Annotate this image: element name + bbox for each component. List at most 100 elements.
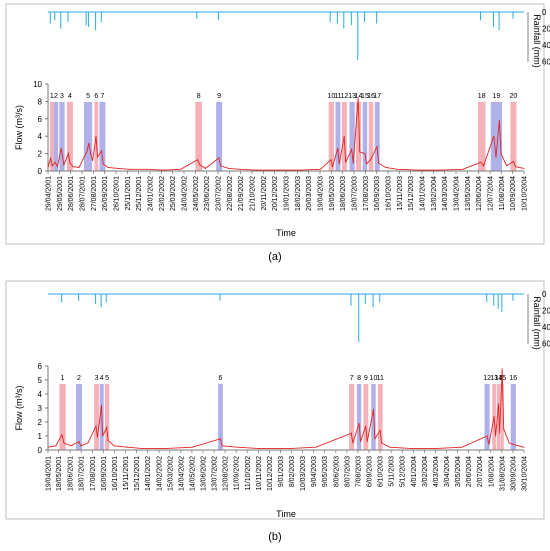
event-label: 4 bbox=[68, 93, 72, 100]
panel-frame bbox=[5, 280, 545, 520]
panel-label: (a) bbox=[268, 251, 281, 263]
event-label: 20 bbox=[510, 93, 518, 100]
flow-point bbox=[381, 442, 383, 444]
flow-point bbox=[359, 151, 361, 153]
flow-point bbox=[288, 448, 290, 450]
flow-point bbox=[488, 443, 490, 445]
flow-point bbox=[499, 432, 501, 434]
flow-point bbox=[54, 161, 56, 163]
time-x-tick-label: 20/03/2003 bbox=[306, 176, 313, 211]
flow-series-line bbox=[47, 368, 525, 450]
flow-point bbox=[523, 167, 525, 169]
event-label: 3 bbox=[95, 375, 99, 382]
event-label: 7 bbox=[350, 375, 354, 382]
event-band bbox=[49, 102, 54, 171]
event-label: 14 bbox=[355, 93, 363, 100]
flow-point bbox=[480, 161, 482, 163]
event-band bbox=[356, 384, 362, 450]
time-x-tick-label: 10/03/2003 bbox=[300, 456, 307, 491]
time-x-tick-label: 9/01/2003 bbox=[278, 456, 285, 487]
flow-point bbox=[220, 165, 222, 167]
flow-point bbox=[101, 404, 103, 406]
rainfall-tick-label: 40 bbox=[542, 41, 550, 50]
flow-point bbox=[357, 97, 359, 99]
event-band bbox=[349, 384, 355, 450]
time-x-tick-label: 29/04/2001 bbox=[46, 176, 53, 211]
event-band bbox=[496, 384, 501, 450]
rainfall-tick-label: 0 bbox=[542, 8, 547, 17]
panel-label: (b) bbox=[268, 531, 281, 543]
flow-point bbox=[315, 446, 317, 448]
time-x-tick-label: 11/08/2004 bbox=[499, 176, 506, 211]
time-x-tick-label: 13/06/2002 bbox=[200, 456, 207, 491]
flow-point bbox=[70, 445, 72, 447]
flow-point bbox=[374, 438, 376, 440]
time-x-tick-label: 23/07/2002 bbox=[216, 176, 223, 211]
time-x-tick-label: 18/05/2001 bbox=[56, 456, 63, 491]
flow-point bbox=[352, 162, 354, 164]
time-x-tick-label: 10/10/2004 bbox=[522, 176, 529, 211]
time-x-tick-label: 28/06/2001 bbox=[68, 176, 75, 211]
event-band bbox=[363, 384, 369, 450]
flow-point bbox=[63, 164, 65, 166]
time-x-tick-label: 15/12/2003 bbox=[408, 176, 415, 211]
event-band bbox=[484, 384, 490, 450]
flow-point bbox=[512, 443, 514, 445]
time-x-tick-label: 10/12/2002 bbox=[267, 456, 274, 491]
flow-point bbox=[50, 157, 52, 159]
event-band bbox=[355, 102, 362, 171]
event-label: 12 bbox=[340, 93, 348, 100]
time-x-tick-label: 14/01/2002 bbox=[145, 456, 152, 491]
time-x-tick-label: 7/08/2003 bbox=[355, 456, 362, 487]
flow-point bbox=[95, 135, 97, 137]
time-x-tick-label: 11/10/2002 bbox=[245, 456, 252, 491]
time-x-tick-label: 16/09/2001 bbox=[101, 456, 108, 491]
time-x-tick-label: 19/05/2003 bbox=[329, 176, 336, 211]
event-label: 5 bbox=[86, 93, 90, 100]
flow-point bbox=[486, 435, 488, 437]
flow-point bbox=[205, 167, 207, 169]
flow-point bbox=[113, 445, 115, 447]
time-x-tick-label: 18/07/2001 bbox=[79, 456, 86, 491]
time-x-tick-label: 12/08/2002 bbox=[223, 456, 230, 491]
flow-point bbox=[92, 160, 94, 162]
event-label: 8 bbox=[197, 93, 201, 100]
time-x-tick-label: 17/08/2001 bbox=[90, 456, 97, 491]
event-label: 12 bbox=[483, 375, 491, 382]
flow-point bbox=[343, 135, 345, 137]
flow-point bbox=[67, 153, 69, 155]
flow-point bbox=[495, 435, 497, 437]
time-x-tick-label: 20/11/2002 bbox=[261, 176, 268, 211]
time-x-tick-label: 28/07/2001 bbox=[80, 176, 87, 211]
event-label: 2 bbox=[77, 375, 81, 382]
flow-y-tick-label: 2 bbox=[38, 150, 43, 159]
time-x-tick-label: 3/02/2004 bbox=[422, 456, 429, 487]
event-label: 1 bbox=[61, 375, 65, 382]
flow-y-tick-label: 3 bbox=[38, 404, 43, 413]
flow-point bbox=[364, 153, 366, 155]
time-x-tick-label: 6/10/2003 bbox=[378, 456, 385, 487]
flow-y-tick-label: 0 bbox=[38, 446, 43, 455]
time-x-tick-label: 17/08/2003 bbox=[363, 176, 370, 211]
flow-point bbox=[163, 169, 165, 171]
time-x-tick-label: 13/04/2004 bbox=[454, 176, 461, 211]
flow-point bbox=[180, 168, 182, 170]
flow-point bbox=[88, 142, 90, 144]
flow-point bbox=[55, 445, 57, 447]
event-label: 6 bbox=[94, 93, 98, 100]
time-x-tick-label: 14/01/2004 bbox=[420, 176, 427, 211]
flow-point bbox=[376, 146, 378, 148]
flow-point bbox=[218, 157, 220, 159]
time-x-tick-label: 26/09/2001 bbox=[102, 176, 109, 211]
flow-point bbox=[360, 441, 362, 443]
flow-point bbox=[86, 151, 88, 153]
time-x-axis-label: Time bbox=[276, 509, 296, 519]
time-x-tick-label: 18/06/2001 bbox=[68, 456, 75, 491]
time-x-tick-label: 11/09/2002 bbox=[234, 456, 241, 491]
flow-point bbox=[47, 167, 49, 169]
event-band bbox=[374, 102, 380, 171]
flow-point bbox=[319, 168, 321, 170]
flow-point bbox=[365, 163, 367, 165]
flow-point bbox=[84, 154, 86, 156]
flow-point bbox=[95, 425, 97, 427]
